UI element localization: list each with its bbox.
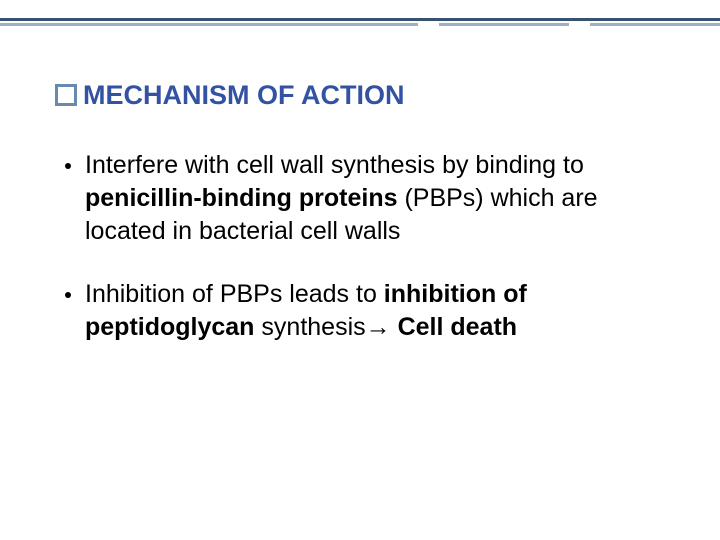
bullet-dot-icon	[65, 163, 71, 169]
bullet-text: Interfere with cell wall synthesis by bi…	[85, 149, 665, 248]
rule-solid	[0, 18, 720, 21]
rule-broken	[0, 23, 720, 26]
bullet-item: Inhibition of PBPs leads to inhibition o…	[55, 278, 665, 344]
heading-bullet-icon	[55, 84, 77, 106]
header-rule	[0, 0, 720, 26]
heading-row: MECHANISM OF ACTION	[55, 81, 665, 111]
bullet-text: Inhibition of PBPs leads to inhibition o…	[85, 278, 665, 344]
bullet-dot-icon	[65, 292, 71, 298]
slide-content: MECHANISM OF ACTION Interfere with cell …	[0, 26, 720, 344]
heading-text: MECHANISM OF ACTION	[83, 81, 404, 111]
bullet-item: Interfere with cell wall synthesis by bi…	[55, 149, 665, 248]
